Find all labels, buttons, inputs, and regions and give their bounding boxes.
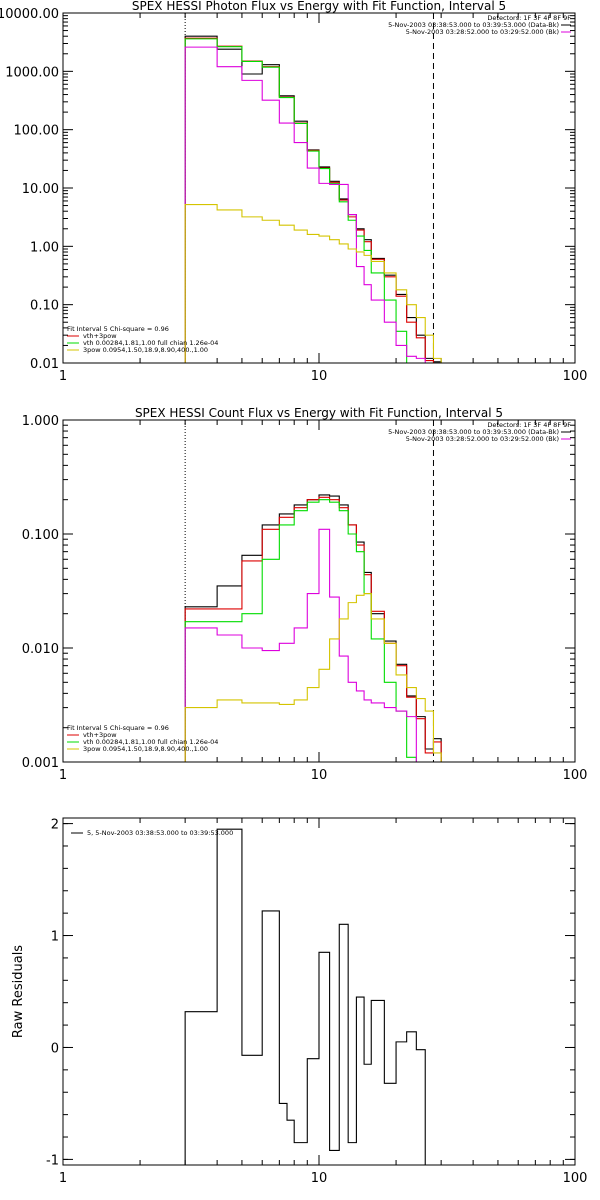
x-tick-label: 1 [59,369,67,384]
y-tick-label: 1 [51,930,59,945]
y-tick-label: 100.00 [14,124,60,139]
chart-title: SPEX HESSI Count Flux vs Energy with Fit… [135,406,503,420]
y-tick-label: 0.100 [22,528,59,543]
x-tick-label: 10 [311,768,328,783]
y-tick-label: 1.000 [22,414,59,429]
y-tick-label: 10.00 [22,182,59,197]
y-tick-label: 0.010 [22,642,59,657]
y-tick-label: 2 [51,818,59,833]
series-line-yellow [184,204,442,363]
y-axis-label: Raw Residuals [11,945,26,1038]
legend-fit-text: vth 0.00284,1.81,1.00 full chian 1.26e-0… [83,339,218,347]
y-tick-label: 0 [51,1041,59,1056]
x-tick-label: 100 [563,369,588,384]
legend-residual-text: 5, 5-Nov-2003 03:38:53.000 to 03:39:53.0… [87,829,233,837]
series-group [184,494,442,762]
y-tick-label: 1.00 [30,240,59,255]
plot-frame [62,419,576,763]
series-line-red [184,37,442,363]
series-line-black [184,494,442,762]
series-group [184,828,434,1165]
x-tick-label: 100 [563,768,588,783]
legend-top-text: 5-Nov-2003 03:38:53.000 to 03:39:53.000 … [388,428,559,436]
x-tick-label: 10 [311,1171,328,1186]
y-tick-label: 10000.00 [0,7,59,22]
legend-top-text: Detectors: 1F 3F 4F 8F 9F [487,14,571,22]
series-group [184,35,442,363]
series-line-black [184,35,442,363]
legend-fit-text: vth+3pow [83,731,117,739]
legend-fit-text: vth 0.00284,1.81,1.00 full chian 1.26e-0… [83,738,218,746]
legend-fit-text: 3pow 0.0954,1.50,18.9,8.90,400.,1.00 [83,346,208,354]
legend-top-text: 5-Nov-2003 03:38:53.000 to 03:39:53.000 … [388,21,559,29]
series-line-magenta [184,46,442,363]
legend-fit-title: Fit Interval 5 Chi-square = 0.96 [67,325,169,333]
legend-top-text: Detectors: 1F 3F 4F 8F 9F [487,421,571,429]
series-line-yellow [184,593,442,762]
legend-fit-text: 3pow 0.0954,1.50,18.9,8.90,400.,1.00 [83,745,208,753]
y-tick-label: 1000.00 [5,65,59,80]
plot-frame [62,817,576,1166]
x-tick-label: 1 [59,768,67,783]
legend-fit-title: Fit Interval 5 Chi-square = 0.96 [67,724,169,732]
chart-panel-2: SPEX HESSI Count Flux vs Energy with Fit… [22,406,588,783]
y-tick-label: 0.10 [30,299,59,314]
series-line-green [184,499,442,762]
y-tick-label: 0.01 [30,357,59,372]
legend-fit-text: vth+3pow [83,332,117,340]
plot-frame [62,12,576,364]
y-tick-label: -1 [46,1153,59,1168]
x-tick-label: 1 [59,1171,67,1186]
legend-top-text: 5-Nov-2003 03:28:52.000 to 03:29:52.000 … [406,435,559,443]
series-line-magenta [184,528,442,762]
chart-panel-1: SPEX HESSI Photon Flux vs Energy with Fi… [0,0,587,384]
chart-title: SPEX HESSI Photon Flux vs Energy with Fi… [132,0,506,13]
x-tick-label: 100 [563,1171,588,1186]
series-line-red [184,496,442,762]
x-tick-label: 10 [311,369,328,384]
series-line-black [184,828,434,1165]
legend-top-text: 5-Nov-2003 03:28:52.000 to 03:29:52.000 … [406,28,559,36]
y-tick-label: 0.001 [22,756,59,771]
